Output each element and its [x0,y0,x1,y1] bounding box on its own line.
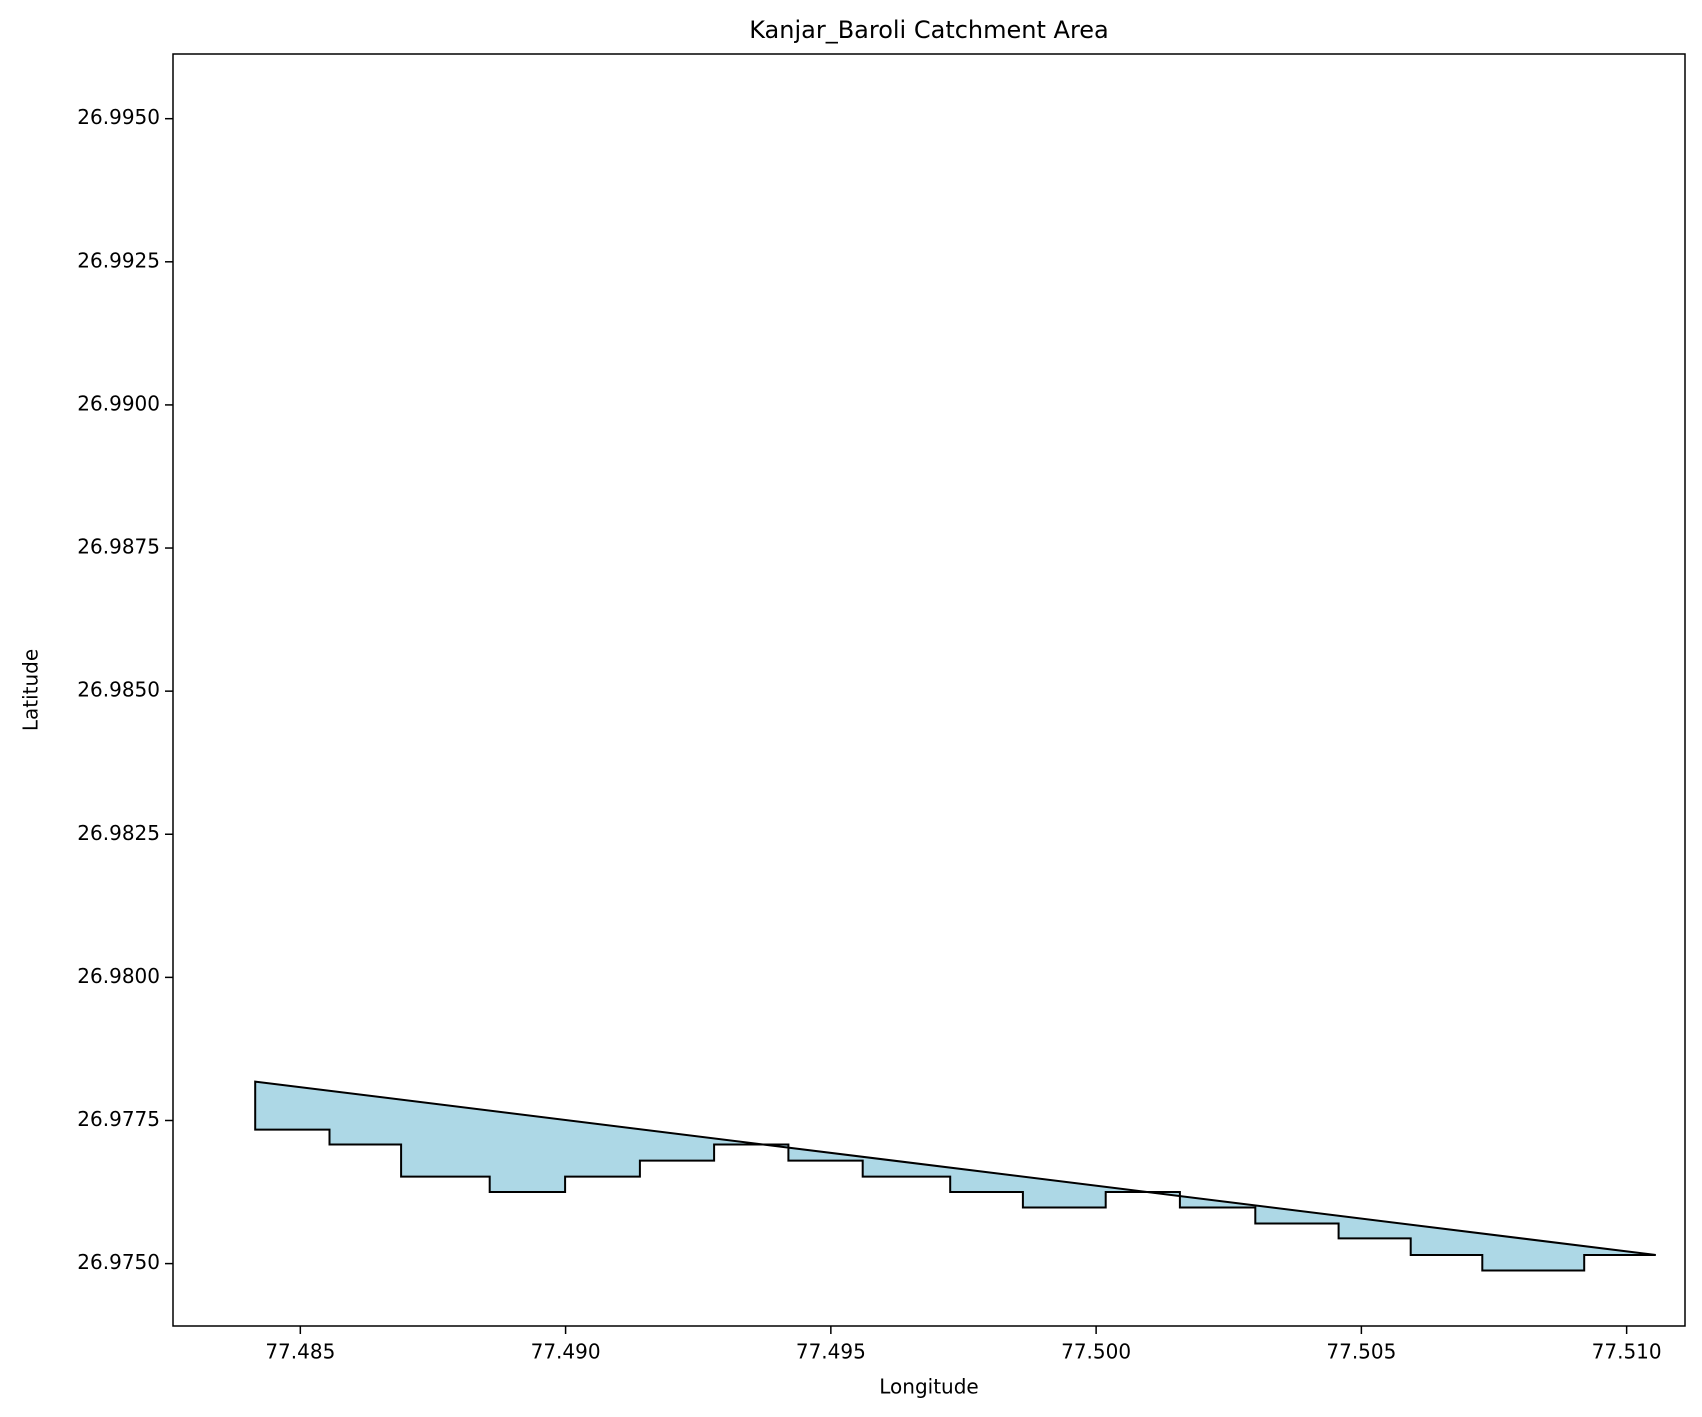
y-tick-label: 26.9800 [77,964,160,988]
y-tick-label: 26.9900 [77,391,160,415]
x-tick-label: 77.495 [796,1340,866,1364]
axes-frame [172,53,1686,1327]
y-tick-label: 26.9850 [77,678,160,702]
y-tick-label: 26.9925 [77,248,160,272]
y-tick-label: 26.9775 [77,1107,160,1131]
x-tick-label: 77.505 [1326,1340,1396,1364]
x-tick-label: 77.500 [1061,1340,1131,1364]
x-axis: 77.485 77.490 77.495 77.500 77.505 77.510 [265,1326,1662,1364]
y-axis: 26.9750 26.9775 26.9800 26.9825 26.9850 26.98… [77,105,173,1274]
y-tick-label: 26.9750 [77,1250,160,1274]
y-tick-label: 26.9875 [77,535,160,559]
y-tick-label: 26.9825 [77,821,160,845]
y-axis-label: Latitude [19,649,43,731]
x-tick-label: 77.490 [531,1340,601,1364]
x-axis-label: Longitude [879,1375,978,1399]
y-tick-label: 26.9950 [77,105,160,129]
plot-area [254,1080,1656,1272]
x-tick-label: 77.485 [265,1340,335,1364]
chart-title: Kanjar_Baroli Catchment Area [749,16,1109,44]
x-tick-label: 77.510 [1592,1340,1662,1364]
catchment-polygon [254,1080,1656,1272]
